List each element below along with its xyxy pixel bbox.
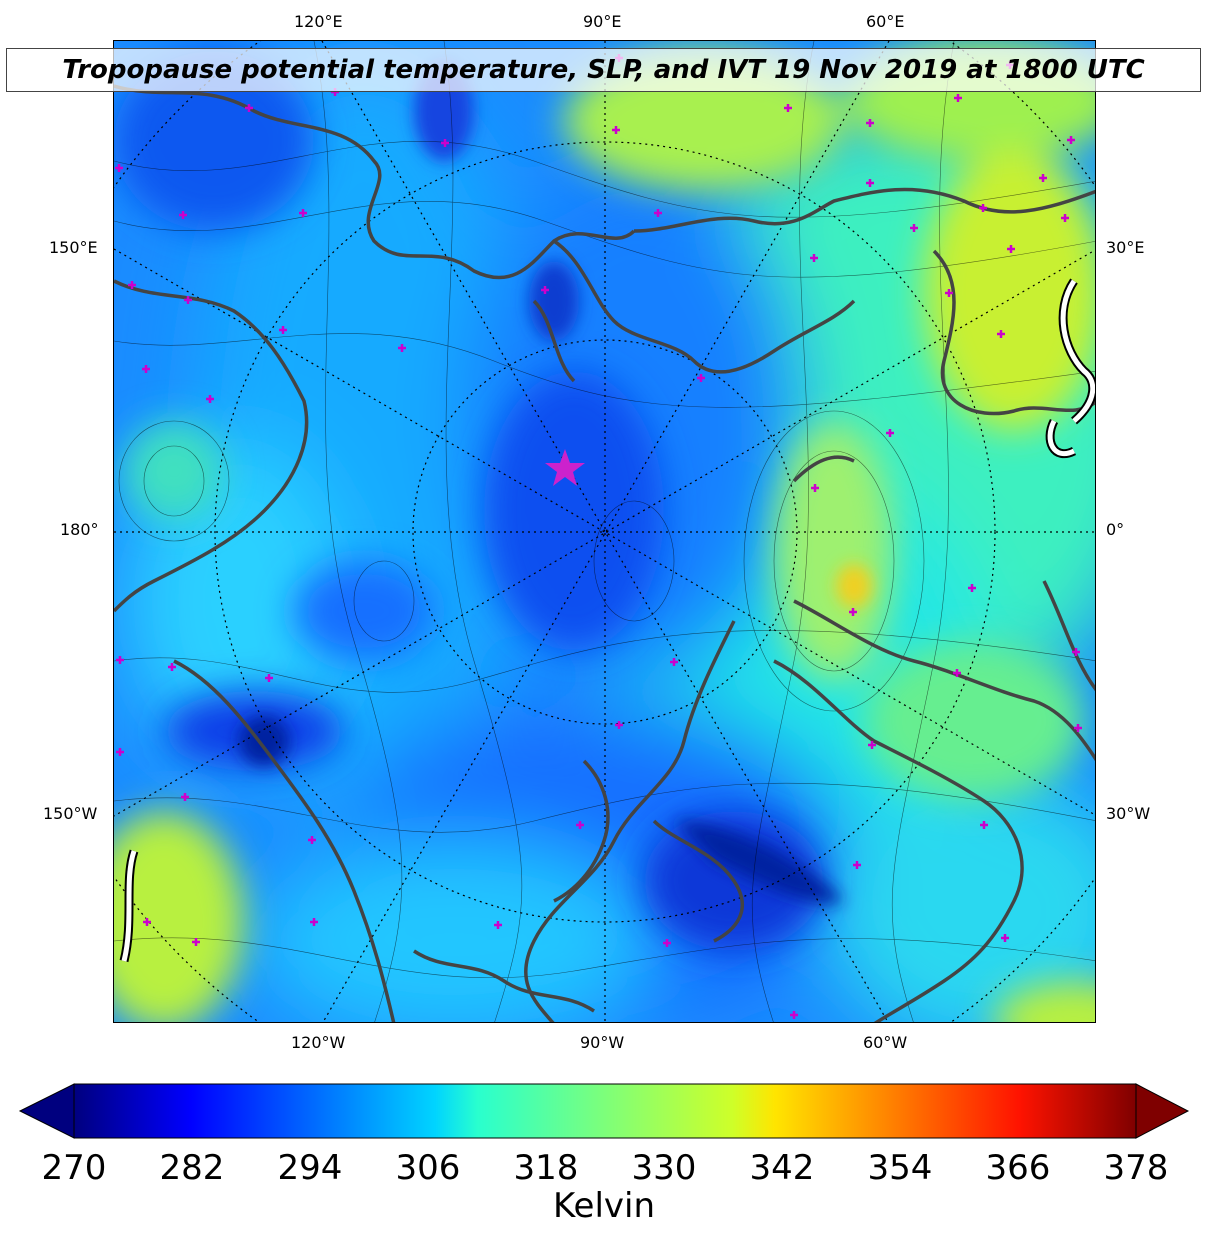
- map-title: Tropopause potential temperature, SLP, a…: [62, 55, 1145, 85]
- colorbar-extend-high: [1135, 1083, 1190, 1139]
- lon-label-180: 180°: [60, 520, 99, 539]
- star-marker: [545, 449, 585, 486]
- title-box: Tropopause potential temperature, SLP, a…: [6, 48, 1201, 92]
- lon-label-60w: 60°W: [863, 1033, 908, 1052]
- lon-label-90w: 90°W: [580, 1033, 625, 1052]
- colorbar-label: Kelvin: [552, 1186, 656, 1226]
- lon-label-120e: 120°E: [294, 12, 343, 31]
- colorbar-tick-label: 378: [1103, 1148, 1169, 1188]
- lon-label-120w: 120°W: [291, 1033, 346, 1052]
- lon-label-90e: 90°E: [583, 12, 622, 31]
- colorbar-tick-label: 294: [277, 1148, 343, 1188]
- colorbar-tick-label: 270: [41, 1148, 107, 1188]
- colorbar-gradient: [73, 1083, 1137, 1139]
- colorbar-tick-label: 330: [631, 1148, 697, 1188]
- graticule: [114, 41, 1095, 1022]
- lon-label-60e: 60°E: [866, 12, 905, 31]
- contour-lines: [114, 41, 1095, 1022]
- lon-label-30e: 30°E: [1106, 238, 1145, 257]
- lon-label-0: 0°: [1106, 520, 1125, 539]
- lon-label-150w: 150°W: [43, 804, 98, 823]
- map-canvas: [114, 41, 1095, 1022]
- lon-label-150e: 150°E: [49, 238, 98, 257]
- map-panel: [113, 40, 1096, 1023]
- lon-label-30w: 30°W: [1106, 804, 1151, 823]
- colorbar-tick-label: 366: [985, 1148, 1051, 1188]
- colorbar: [18, 1083, 1190, 1139]
- colorbar-tick-label: 282: [159, 1148, 225, 1188]
- colorbar-extend-low: [18, 1083, 75, 1139]
- coastlines: [114, 84, 1095, 1022]
- colorbar-tick-label: 342: [749, 1148, 815, 1188]
- ivt-contours: [119, 278, 1095, 963]
- colorbar-tick-label: 318: [513, 1148, 579, 1188]
- colorbar-tick-label: 306: [395, 1148, 461, 1188]
- colorbar-tick-labels: 270 282 294 306 318 330 342 354 366 378: [0, 1148, 1208, 1188]
- colorbar-tick-label: 354: [867, 1148, 933, 1188]
